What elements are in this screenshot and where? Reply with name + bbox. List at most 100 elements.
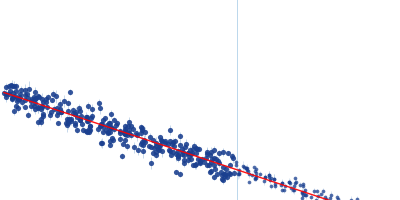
Point [83,130,89,133]
Point [190,147,196,150]
Point [212,168,218,171]
Point [35,95,42,98]
Point [192,164,198,167]
Point [189,152,195,155]
Point [128,124,134,128]
Point [192,151,199,154]
Point [216,152,222,155]
Point [96,101,103,105]
Point [218,177,225,180]
Point [48,110,54,113]
Point [133,131,140,135]
Point [185,159,192,162]
Point [122,128,128,131]
Point [177,134,183,137]
Point [211,163,218,166]
Point [170,150,176,153]
Point [99,123,105,126]
Point [22,106,28,109]
Point [323,198,329,200]
Point [185,151,192,154]
Point [203,163,210,166]
Point [32,97,39,100]
Point [65,101,71,105]
Point [266,174,272,177]
Point [300,184,306,188]
Point [54,106,60,109]
Point [118,155,125,158]
Point [272,183,278,186]
Point [174,156,181,160]
Point [197,161,204,164]
Point [207,154,214,157]
Point [162,142,168,145]
Point [13,85,20,88]
Point [235,173,241,176]
Point [68,119,74,122]
Point [323,197,330,200]
Point [167,140,174,143]
Point [265,175,272,178]
Point [22,88,28,91]
Point [38,108,44,111]
Point [194,157,201,160]
Point [109,136,115,139]
Point [206,163,212,166]
Point [2,86,9,89]
Point [166,149,172,152]
Point [110,139,116,142]
Point [107,144,113,147]
Point [270,177,277,181]
Point [66,117,72,121]
Point [22,93,28,96]
Point [211,176,218,179]
Point [291,184,298,188]
Point [104,131,111,134]
Point [50,107,57,111]
Point [199,158,206,161]
Point [6,90,13,93]
Point [82,115,89,119]
Point [67,90,74,93]
Point [287,181,294,185]
Point [29,98,35,101]
Point [122,138,128,141]
Point [17,93,23,96]
Point [14,100,20,103]
Point [302,188,308,191]
Point [28,104,34,107]
Point [153,150,159,153]
Point [278,181,285,185]
Point [100,119,106,122]
Point [121,131,128,135]
Point [83,115,90,118]
Point [67,118,74,121]
Point [138,131,144,134]
Point [267,178,273,182]
Point [266,173,272,177]
Point [122,125,128,128]
Point [89,114,95,117]
Point [310,190,317,193]
Point [28,99,34,102]
Point [89,107,96,110]
Point [126,129,132,132]
Point [154,147,161,151]
Point [126,120,133,123]
Point [253,174,259,177]
Point [31,96,38,99]
Point [64,117,70,120]
Point [240,165,246,168]
Point [57,102,63,105]
Point [278,188,285,192]
Point [293,181,300,184]
Point [291,189,298,192]
Point [328,193,334,197]
Point [322,195,328,199]
Point [65,119,71,122]
Point [108,125,114,129]
Point [13,89,19,92]
Point [168,153,174,156]
Point [117,137,123,140]
Point [98,124,104,127]
